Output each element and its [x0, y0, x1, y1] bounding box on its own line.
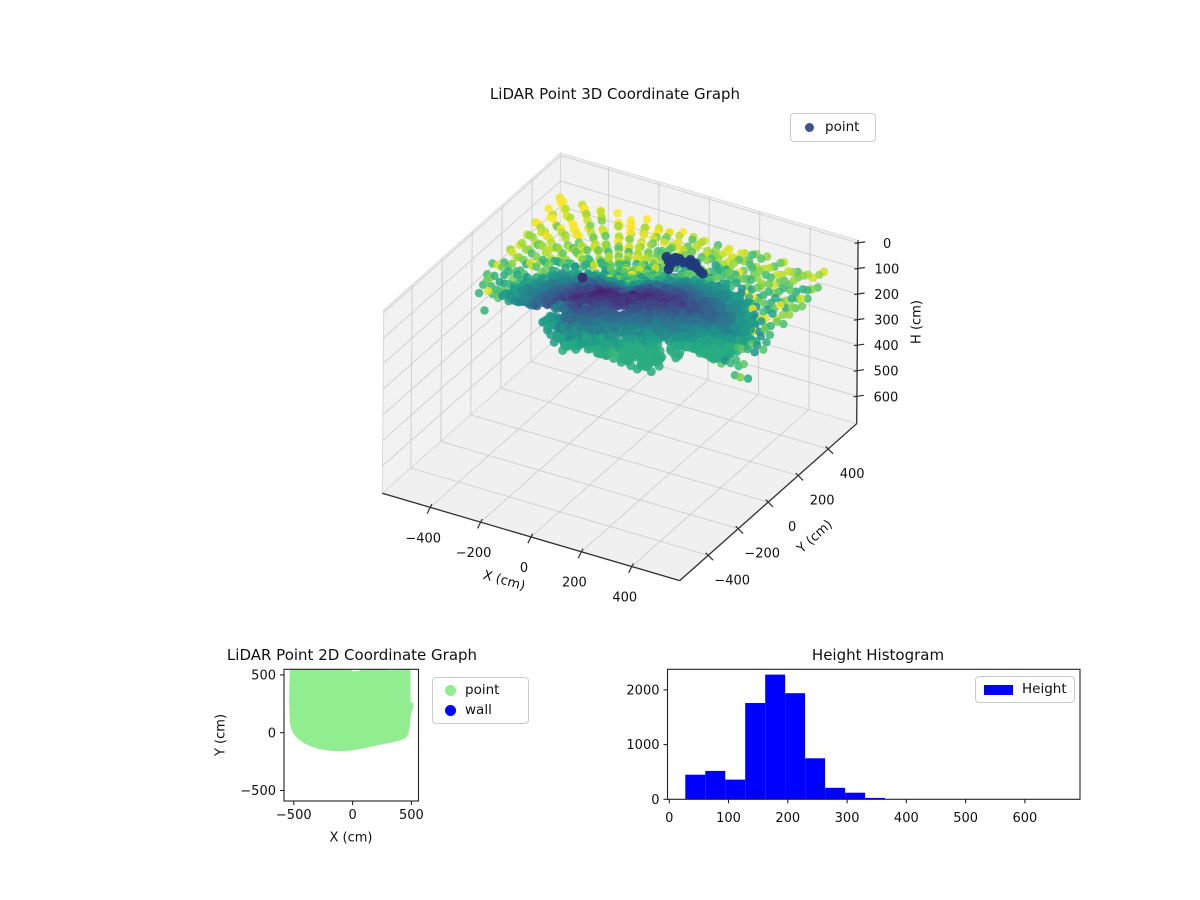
legend-entry: point: [799, 118, 867, 135]
legend-dot-marker-icon: [445, 684, 456, 696]
tick-label: −500: [276, 808, 312, 823]
legend-dot-marker-icon: [805, 123, 814, 132]
histogram-bar: [745, 703, 766, 800]
tick-label: 200: [775, 811, 800, 826]
plot2d-ticks: [280, 674, 412, 805]
histogram-bar: [785, 693, 806, 800]
tick-label: 500: [399, 808, 424, 823]
histogram-bar: [845, 792, 866, 800]
tick-label: 400: [894, 811, 919, 826]
tick-label: 300: [835, 811, 860, 826]
histogram-bars: [685, 674, 885, 800]
tick-label: 0: [268, 726, 276, 741]
legend-entry: wall: [441, 702, 520, 718]
histogram-bar: [825, 787, 846, 800]
histogram-ticks: [663, 689, 1026, 804]
legend-rect-marker-icon: [984, 684, 1013, 695]
tick-label: 1000: [626, 738, 659, 753]
tick-label: 600: [1012, 811, 1037, 826]
plot2d-yaxis-label: Y (cm): [213, 713, 229, 757]
point-scatter-region: [289, 669, 414, 752]
legend-label: wall: [465, 702, 492, 718]
legend-entry: Height: [984, 680, 1067, 697]
legend-label: point: [465, 681, 500, 698]
plot2d-tick-labels: −500 0 500 −500 0 500: [240, 668, 424, 823]
tick-label: 2000: [626, 684, 659, 699]
legend-dot-marker-icon: [445, 705, 456, 717]
tick-label: 500: [953, 811, 978, 826]
plot3d-title: LiDAR Point 3D Coordinate Graph: [489, 85, 741, 103]
plot3d-legend: point: [790, 113, 876, 142]
tick-label: 100: [716, 811, 741, 826]
histogram-bar: [765, 674, 786, 800]
histogram-bar: [705, 770, 726, 800]
tick-label: 0: [651, 793, 659, 808]
plot2d-spines: [283, 668, 420, 802]
tick-label: 0: [348, 808, 356, 823]
histogram-bar: [685, 774, 706, 800]
histogram-tick-labels: 0 100 200 300 400 500 600 0 1000 2000: [626, 684, 1037, 826]
legend-entry: point: [441, 681, 520, 698]
plot3d-zaxis-label: H (cm): [909, 300, 925, 344]
tick-label: −500: [240, 784, 276, 799]
histogram-bar: [725, 779, 746, 800]
plot2d-title: LiDAR Point 2D Coordinate Graph: [226, 646, 478, 664]
histogram-bar: [805, 758, 826, 800]
histogram-spines: [666, 668, 1081, 800]
tick-label: 0: [665, 811, 673, 826]
legend-label: Height: [1022, 680, 1067, 697]
histogram-legend: Height: [975, 676, 1075, 703]
tick-label: 500: [251, 668, 276, 683]
legend-label: point: [825, 118, 860, 135]
plot2d-xaxis-label: X (cm): [329, 830, 373, 846]
histogram-title: Height Histogram: [811, 646, 945, 664]
plot2d-legend: point wall: [432, 677, 529, 724]
histogram-bar: [865, 797, 885, 800]
